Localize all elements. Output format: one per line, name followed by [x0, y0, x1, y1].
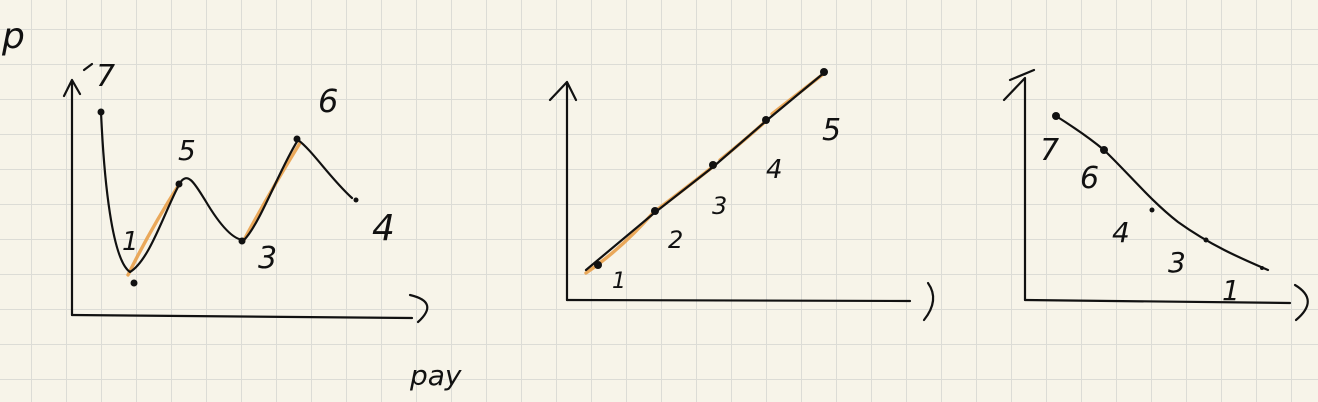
panel1-point-1	[130, 279, 138, 287]
panel1-point-5	[175, 180, 183, 188]
panel3-point-4	[1149, 207, 1155, 213]
panel3-point-3	[1203, 237, 1209, 243]
panel1-point-7	[97, 108, 105, 116]
panel2-point-4	[762, 116, 770, 124]
panel1-label-3: 3	[258, 241, 277, 276]
panel1-label-1: 1	[122, 227, 139, 257]
panel1-label-6: 6	[318, 82, 338, 120]
panel2-label-2: 2	[668, 226, 683, 254]
panel-3: 7 6 4 3 1	[1002, 68, 1309, 322]
panel2-label-5: 5	[822, 113, 841, 148]
panel3-x-axis	[1023, 298, 1292, 305]
panel1-highlight-1-5	[126, 181, 182, 277]
panel2-x-axis	[565, 298, 912, 303]
panel2-point-1	[594, 261, 602, 269]
panel2-point-5	[820, 68, 828, 76]
panel2-y-axis	[548, 80, 578, 302]
panel2-point-2	[651, 207, 659, 215]
panel2-label-4: 4	[766, 155, 783, 185]
panel1-label-4: 4	[372, 208, 395, 249]
panel3-label-1: 1	[1222, 274, 1240, 307]
panel1-point-6	[293, 135, 301, 143]
panel1-x-arrowhead	[408, 293, 429, 324]
panel1-x-axis-label: pay	[409, 359, 462, 392]
panel3-y-axis	[1002, 68, 1036, 302]
panel1-x-axis	[70, 313, 414, 320]
panel1-point-4	[353, 197, 359, 203]
panel1-point-3	[238, 237, 246, 245]
panel3-x-arrowhead	[1293, 283, 1309, 322]
panel1-y-axis	[62, 78, 82, 317]
page-label-p: p	[1, 16, 25, 57]
panel3-label-6: 6	[1080, 161, 1099, 196]
panel3-point-6	[1100, 146, 1108, 154]
panel1-label-5: 5	[178, 134, 196, 167]
panel1-curve	[99, 110, 354, 274]
panel-2: 1 2 3 4 5	[548, 68, 935, 322]
panel2-label-1: 1	[612, 269, 626, 294]
panel3-label-7: 7	[1040, 133, 1059, 168]
panel3-point-7	[1052, 112, 1060, 120]
panel3-curve	[1054, 114, 1270, 272]
panel2-label-3: 3	[712, 192, 727, 220]
panel3-label-4: 4	[1112, 216, 1130, 249]
panel3-label-3: 3	[1168, 246, 1186, 279]
panel2-point-3	[709, 161, 717, 169]
panel-1: 7 5 6 1 3 4 pay	[62, 59, 462, 392]
panel3-point-1	[1260, 266, 1264, 270]
panel1-y-arrowhead-top	[82, 62, 94, 72]
panel1-label-7: 7	[96, 59, 115, 94]
panel2-x-arrowhead	[922, 281, 935, 322]
